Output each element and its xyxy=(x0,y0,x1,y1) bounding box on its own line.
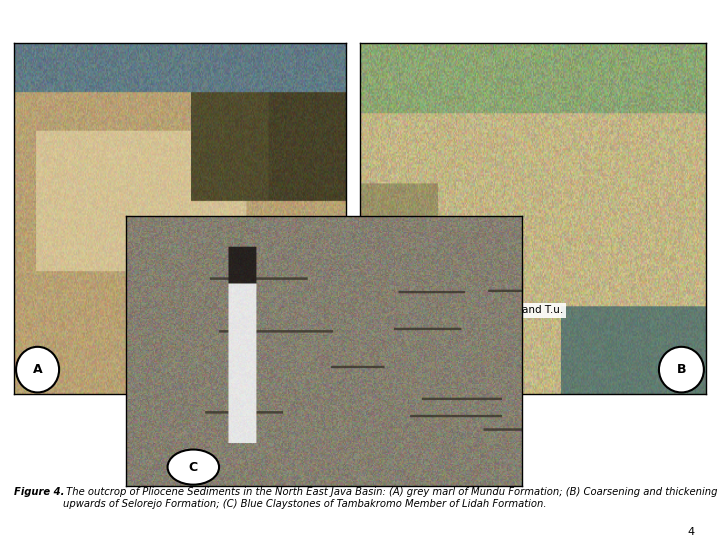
Circle shape xyxy=(659,347,704,393)
Text: C: C xyxy=(189,461,198,474)
Text: The outcrop of Pliocene Sediments in the North East Java Basin: (A) grey marl of: The outcrop of Pliocene Sediments in the… xyxy=(63,487,718,509)
Text: A: A xyxy=(33,363,42,376)
Text: Figure 4.: Figure 4. xyxy=(14,487,65,497)
Circle shape xyxy=(168,449,219,485)
Text: C.u. and T.u.: C.u. and T.u. xyxy=(498,306,564,315)
Text: 4: 4 xyxy=(688,527,695,537)
Circle shape xyxy=(16,347,59,393)
Text: B: B xyxy=(677,363,686,376)
